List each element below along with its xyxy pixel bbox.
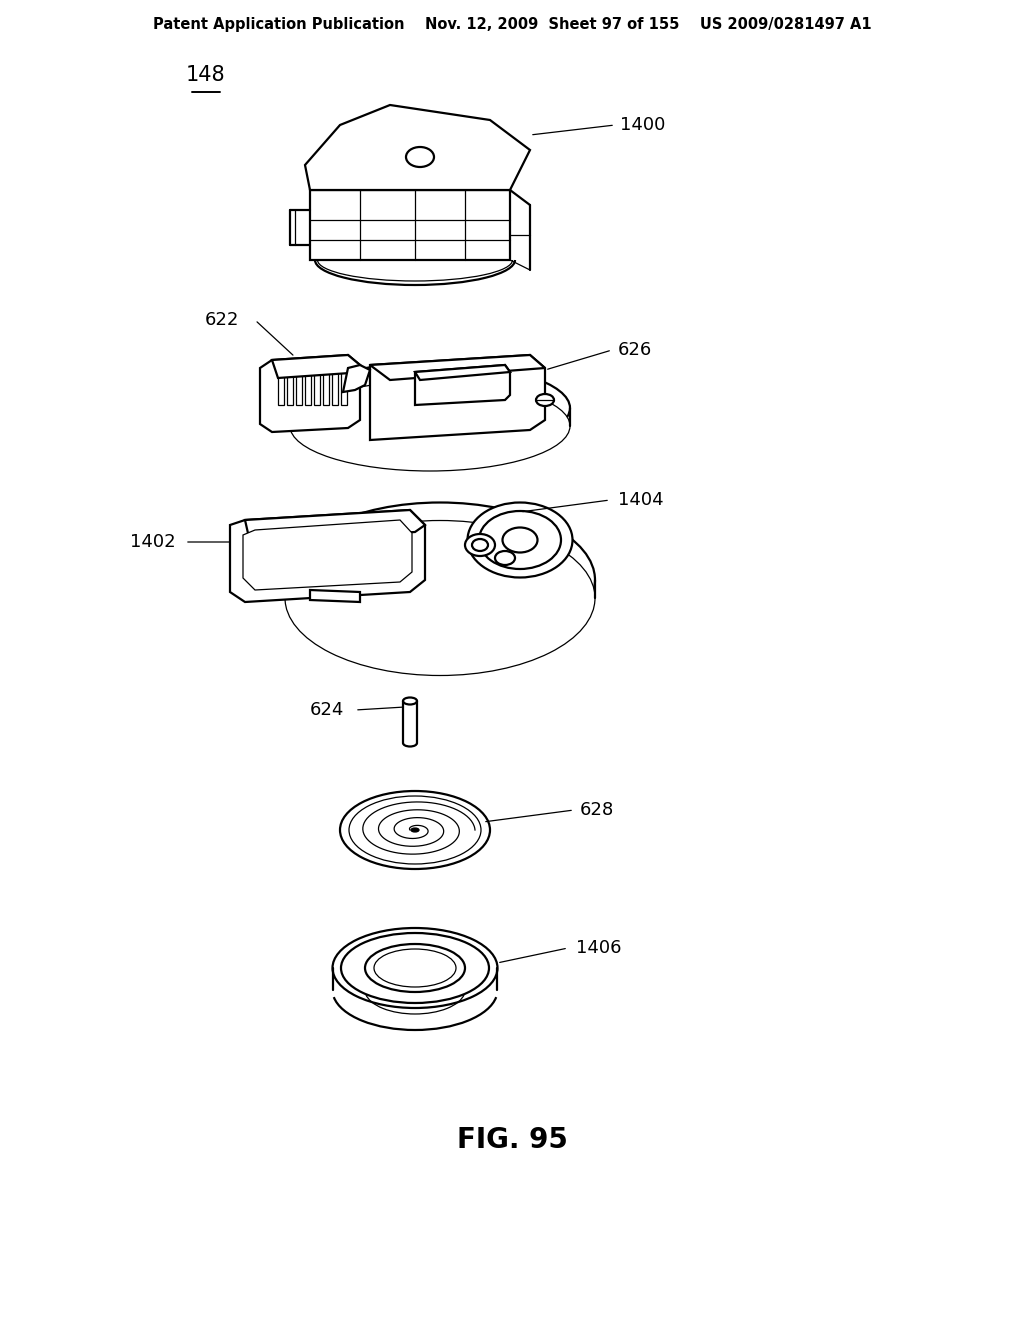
Ellipse shape (341, 933, 489, 1003)
Polygon shape (243, 520, 412, 590)
Polygon shape (310, 590, 360, 602)
Polygon shape (323, 368, 329, 405)
Text: 1402: 1402 (130, 533, 176, 550)
Ellipse shape (285, 503, 595, 657)
Text: Patent Application Publication    Nov. 12, 2009  Sheet 97 of 155    US 2009/0281: Patent Application Publication Nov. 12, … (153, 17, 871, 33)
Ellipse shape (340, 791, 490, 869)
Ellipse shape (285, 520, 595, 676)
Polygon shape (260, 355, 360, 432)
Text: 628: 628 (580, 801, 614, 818)
Polygon shape (314, 368, 319, 405)
Text: 624: 624 (310, 701, 344, 719)
Ellipse shape (495, 550, 515, 565)
Ellipse shape (365, 944, 465, 993)
Ellipse shape (333, 928, 498, 1008)
Ellipse shape (376, 950, 454, 985)
Polygon shape (370, 355, 545, 380)
Ellipse shape (465, 535, 495, 556)
Polygon shape (305, 368, 311, 405)
Polygon shape (332, 368, 338, 405)
Polygon shape (296, 368, 302, 405)
Text: 1404: 1404 (618, 491, 664, 510)
Polygon shape (278, 368, 284, 405)
Text: FIG. 95: FIG. 95 (457, 1126, 567, 1154)
Ellipse shape (411, 828, 419, 832)
Text: 626: 626 (618, 341, 652, 359)
Ellipse shape (374, 949, 456, 987)
Ellipse shape (472, 539, 488, 550)
Ellipse shape (503, 528, 538, 553)
Polygon shape (230, 510, 425, 602)
Polygon shape (287, 368, 293, 405)
Text: 1400: 1400 (620, 116, 666, 135)
Polygon shape (415, 366, 510, 380)
Ellipse shape (290, 363, 570, 453)
Polygon shape (272, 355, 360, 378)
Polygon shape (305, 106, 530, 190)
Polygon shape (415, 366, 510, 405)
Text: 1406: 1406 (575, 939, 622, 957)
Ellipse shape (403, 697, 417, 705)
Polygon shape (343, 366, 370, 392)
Ellipse shape (536, 393, 554, 407)
Polygon shape (341, 368, 347, 405)
Text: 148: 148 (185, 65, 225, 84)
Polygon shape (370, 355, 545, 440)
Ellipse shape (290, 381, 570, 471)
Polygon shape (245, 510, 425, 543)
Polygon shape (310, 190, 510, 260)
Ellipse shape (468, 503, 572, 578)
Text: 622: 622 (205, 312, 240, 329)
Ellipse shape (406, 147, 434, 168)
Ellipse shape (349, 796, 481, 865)
Ellipse shape (479, 511, 561, 569)
